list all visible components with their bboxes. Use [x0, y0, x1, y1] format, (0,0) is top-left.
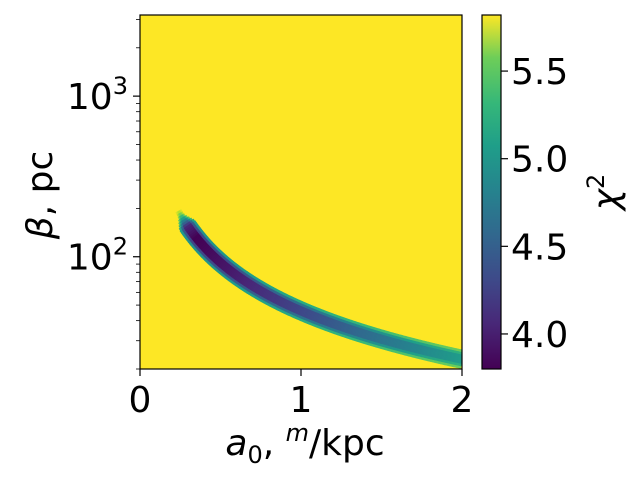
- x-tick-label: 0: [129, 380, 152, 421]
- colorbar-tick-label: 5.5: [511, 52, 568, 93]
- colorbar: 4.0 4.5 5.0 5.5: [481, 14, 568, 370]
- heatmap: [140, 15, 462, 369]
- x-tick-label: 2: [451, 380, 474, 421]
- y-axis: 102 103: [67, 19, 140, 370]
- colorbar-tick-label: 5.0: [511, 140, 568, 181]
- x-axis: 0 1 2: [129, 369, 474, 421]
- y-axis-label: β, pc: [20, 151, 61, 241]
- x-tick-label: 1: [290, 380, 313, 421]
- x-axis-label: a0, m/kpc: [225, 419, 384, 469]
- colorbar-tick-label: 4.0: [511, 315, 568, 356]
- colorbar-frame: [481, 14, 502, 370]
- y-tick-label: 102: [67, 233, 128, 279]
- colorbar-tick-label: 4.5: [511, 227, 568, 268]
- y-tick-label: 103: [67, 72, 128, 118]
- colorbar-label: χ2: [582, 174, 627, 213]
- colorbar-gradient: [482, 15, 501, 369]
